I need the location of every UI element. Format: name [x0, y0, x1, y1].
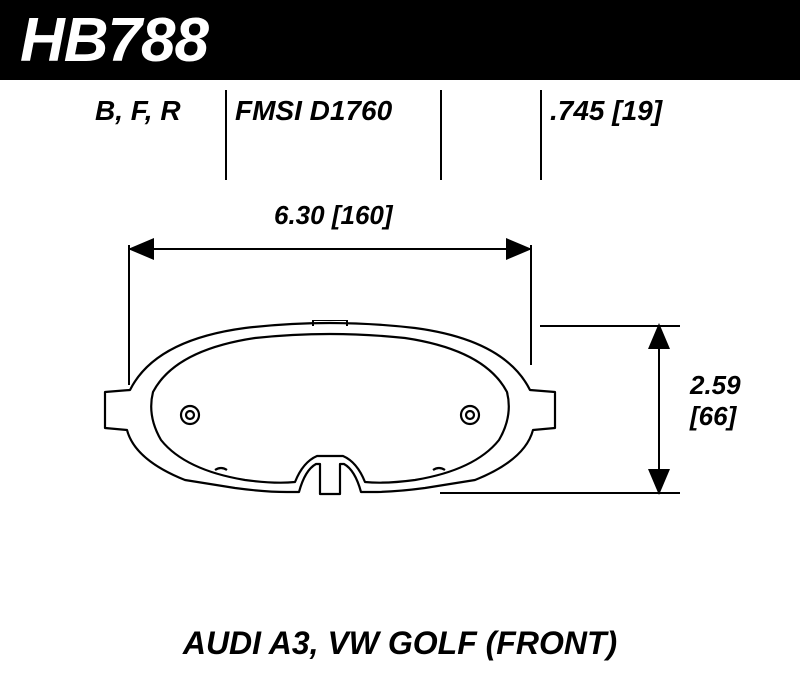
arrow-left-icon: [128, 238, 154, 260]
spec-separator: [540, 90, 542, 180]
width-label: 6.30 [160]: [270, 200, 397, 231]
part-number: HB788: [20, 5, 208, 76]
height-label: 2.59 [66]: [690, 370, 741, 432]
spec-separator: [225, 90, 227, 180]
header-bar: HB788: [0, 0, 800, 80]
spec-fmsi: FMSI D1760: [235, 95, 392, 127]
application-label: AUDI A3, VW GOLF (FRONT): [0, 625, 800, 662]
height-dimension: [640, 325, 680, 493]
spec-compounds: B, F, R: [95, 95, 181, 127]
diagram-area: 6.30 [160] 2.59 [66]: [0, 200, 800, 600]
spec-row: B, F, R FMSI D1760 .745 [19]: [0, 95, 800, 135]
dimension-line: [130, 248, 530, 250]
height-in: 2.59: [690, 370, 741, 400]
arrow-right-icon: [506, 238, 532, 260]
spec-thickness: .745 [19]: [550, 95, 662, 127]
dimension-line: [658, 325, 660, 493]
spec-separator: [440, 90, 442, 180]
height-mm: [66]: [690, 401, 736, 431]
brake-pad-drawing: [95, 320, 565, 520]
width-dimension: 6.30 [160]: [130, 230, 530, 270]
page-root: HB788 B, F, R FMSI D1760 .745 [19] 6.30 …: [0, 0, 800, 692]
